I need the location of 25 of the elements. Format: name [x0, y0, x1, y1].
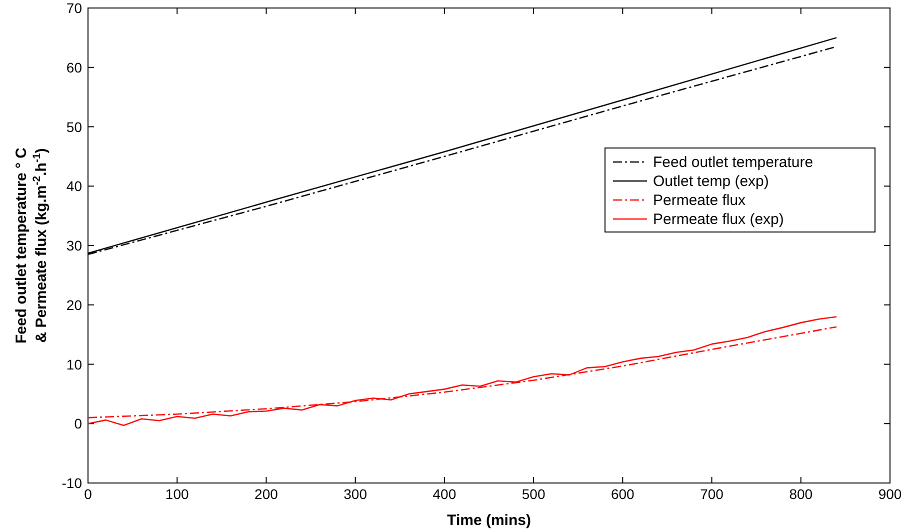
line-series: [87, 316, 838, 426]
x-axis-title: Time (mins): [447, 512, 531, 529]
y-tick-label: 20: [66, 296, 82, 313]
y-tick-label: 50: [66, 118, 82, 135]
x-tick-label: 800: [789, 486, 813, 502]
legend-label: Outlet temp (exp): [653, 173, 769, 190]
x-tick-label: 300: [344, 486, 368, 502]
y-tick-label: 30: [66, 238, 82, 254]
x-tick-label: 600: [610, 486, 635, 502]
x-tick-label: 400: [432, 486, 456, 502]
x-tick-label: 200: [254, 486, 278, 502]
y-tick-label: 70: [66, 0, 82, 16]
y-tick-label: -10: [62, 475, 82, 491]
y-tick-label: 60: [66, 59, 82, 76]
y-tick-label: 40: [66, 178, 82, 194]
x-tick-label: 900: [878, 486, 902, 502]
legend-label: Permeate flux: [653, 192, 746, 209]
legend-label: Feed outlet temperature: [653, 154, 814, 171]
x-tick-label: 0: [84, 486, 92, 502]
legend-label: Permeate flux (exp): [653, 211, 784, 228]
x-tick-label: 700: [700, 486, 724, 502]
x-tick-label: 500: [522, 486, 546, 502]
y-tick-label: 0: [74, 416, 82, 432]
y-tick-label: 10: [66, 356, 82, 372]
x-tick-label: 100: [165, 486, 190, 502]
